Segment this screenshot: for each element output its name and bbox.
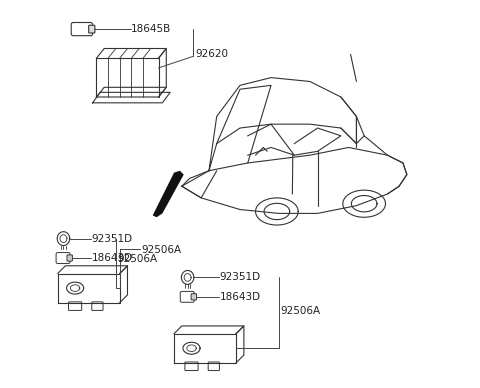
FancyBboxPatch shape [92,302,103,310]
FancyBboxPatch shape [69,302,82,310]
FancyBboxPatch shape [71,23,93,36]
Text: 92351D: 92351D [91,234,132,244]
Text: 92506A: 92506A [141,245,181,255]
Text: 92351D: 92351D [220,272,261,282]
Text: 92506A: 92506A [280,306,320,316]
Polygon shape [153,171,184,217]
Text: 18645B: 18645B [131,24,171,34]
FancyBboxPatch shape [180,291,194,302]
Text: 18643D: 18643D [91,253,132,263]
FancyBboxPatch shape [56,253,70,263]
Text: 92620: 92620 [195,49,228,59]
FancyBboxPatch shape [89,25,95,33]
Text: 18643D: 18643D [220,292,261,302]
Text: 92506A: 92506A [117,255,157,265]
FancyBboxPatch shape [67,255,72,261]
FancyBboxPatch shape [191,294,196,300]
FancyBboxPatch shape [185,362,198,371]
FancyBboxPatch shape [208,362,219,371]
